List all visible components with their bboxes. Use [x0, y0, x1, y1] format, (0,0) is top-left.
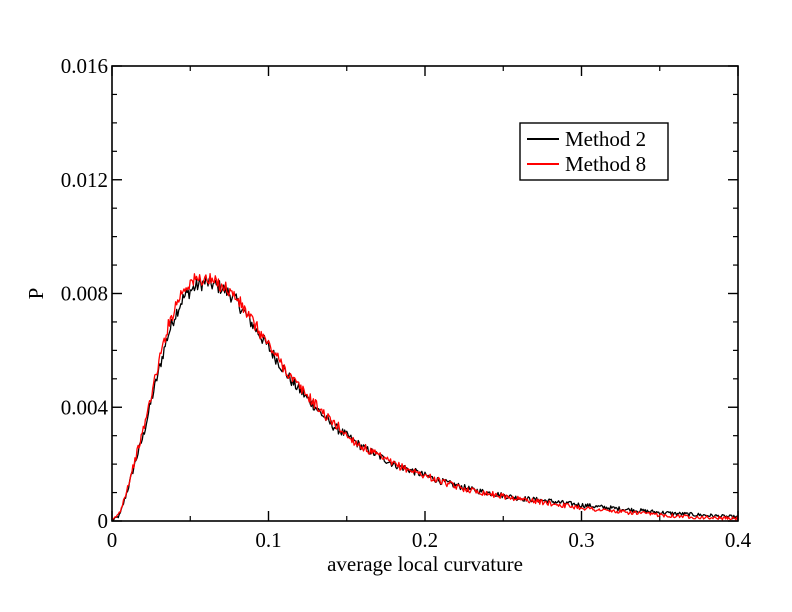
series-line-method-2 [111, 275, 739, 522]
series-layer [111, 273, 739, 522]
x-tick-label: 0.1 [255, 528, 281, 552]
y-tick-label: 0.012 [61, 168, 108, 192]
legend-box [519, 122, 669, 181]
x-tick-label: 0.3 [568, 528, 594, 552]
y-tick-label: 0 [98, 509, 109, 533]
y-axis-title: P [24, 288, 48, 300]
y-axis-tick-labels: 0 0.004 0.008 0.012 0.016 [61, 54, 109, 533]
y-tick-label: 0.008 [61, 282, 108, 306]
series-line-method-8 [111, 273, 739, 521]
x-tick-label: 0 [107, 528, 118, 552]
y-tick-label: 0.016 [61, 54, 108, 78]
y-tick-label: 0.004 [61, 395, 109, 419]
legend-label-method-2: Method 2 [565, 127, 646, 151]
x-tick-label: 0.2 [412, 528, 438, 552]
legend: Method 2 Method 8 [519, 122, 669, 181]
plot-frame [111, 65, 739, 522]
legend-label-method-8: Method 8 [565, 152, 646, 176]
x-tick-label: 0.4 [725, 528, 752, 552]
x-axis-title: average local curvature [327, 552, 523, 576]
x-axis-tick-labels: 0 0.1 0.2 0.3 0.4 [107, 528, 752, 552]
